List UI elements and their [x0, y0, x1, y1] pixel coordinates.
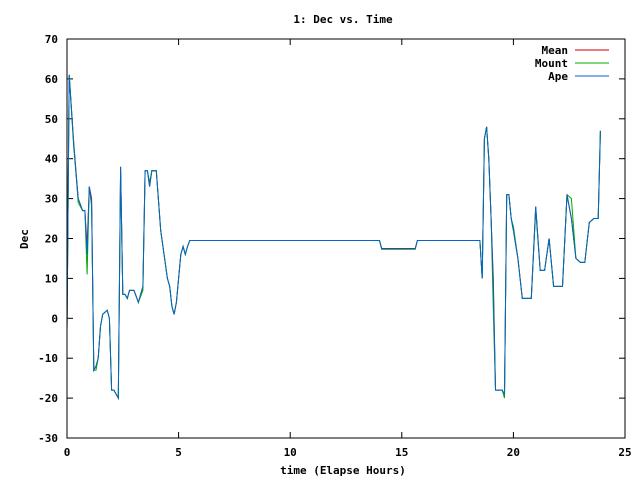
series-line-mount	[66, 74, 601, 401]
y-tick-label: -30	[38, 432, 58, 445]
y-tick-label: 50	[45, 113, 58, 126]
x-tick-label: 10	[284, 446, 297, 459]
x-tick-label: 15	[395, 446, 408, 459]
legend-label-mount: Mount	[535, 57, 568, 70]
legend-label-ape: Ape	[548, 70, 568, 83]
series-line-ape	[66, 74, 601, 401]
plot-frame	[66, 38, 626, 439]
series-lines	[66, 74, 601, 401]
y-tick-label: 70	[45, 33, 58, 46]
x-axis-label: time (Elapse Hours)	[280, 464, 406, 477]
y-axis-label: Dec	[18, 229, 31, 249]
chart-title: 1: Dec vs. Time	[293, 13, 393, 26]
axis-ticks: 0 5 10 15 20 25 -30 -20 -10 0 10 20 30 40 50 60 70	[38, 33, 632, 459]
legend-label-mean: Mean	[542, 44, 569, 57]
y-tick-label: 40	[45, 153, 58, 166]
y-tick-label: -20	[38, 392, 58, 405]
y-tick-label: 20	[45, 233, 58, 246]
y-tick-label: 30	[45, 193, 58, 206]
series-line-mean	[66, 74, 601, 401]
x-tick-label: 25	[618, 446, 631, 459]
y-tick-label: 10	[45, 272, 58, 285]
x-tick-label: 5	[175, 446, 182, 459]
y-tick-label: -10	[38, 352, 58, 365]
x-tick-label: 20	[507, 446, 520, 459]
y-tick-label: 0	[51, 312, 58, 325]
y-tick-label: 60	[45, 73, 58, 86]
x-tick-label: 0	[64, 446, 71, 459]
